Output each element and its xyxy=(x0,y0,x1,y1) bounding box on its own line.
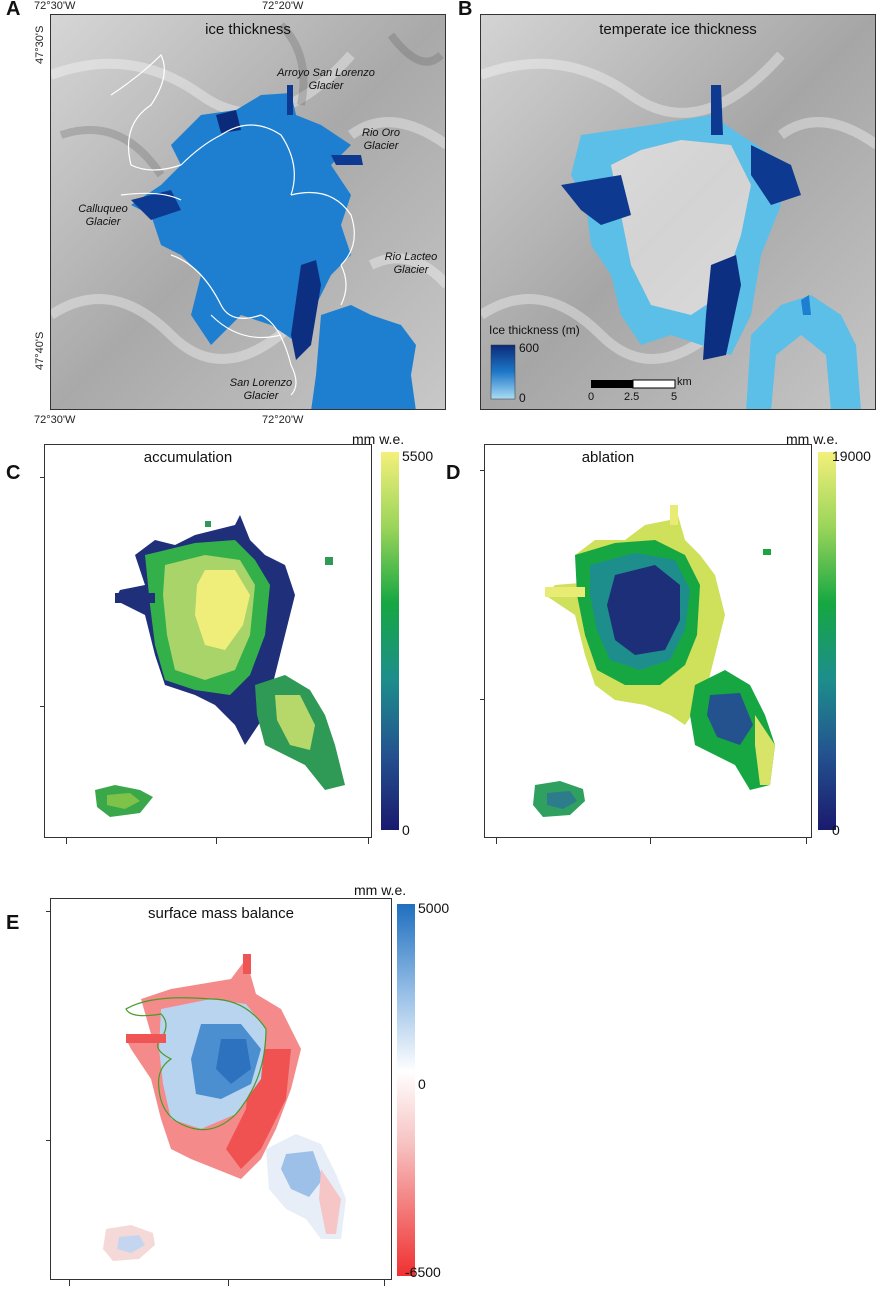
ice-dark-tongue-south xyxy=(291,260,321,360)
panel-letter-e: E xyxy=(6,912,20,934)
ice-thickness-svg xyxy=(51,15,445,409)
panel-c-title: accumulation xyxy=(143,449,233,466)
ice-dark-tongue-north xyxy=(216,110,241,133)
panel-c-unit: mm w.e. xyxy=(352,431,405,447)
panel-d-unit: mm w.e. xyxy=(786,431,839,447)
panel-letter-d: D xyxy=(446,462,461,484)
temperate-ice-svg xyxy=(481,15,875,409)
legend-bar xyxy=(490,344,516,400)
map-temperate-ice-thickness: temperate ice thickness Ice thickness (m… xyxy=(480,14,876,410)
legend-min-label: 0 xyxy=(519,391,526,405)
temperate-ice-dark-east xyxy=(751,145,801,205)
ice-east-lobe xyxy=(311,305,416,409)
scale-tick-0: 0 xyxy=(588,391,595,403)
map-ice-thickness: ice thickness Arroyo San Lorenzo Glacier … xyxy=(50,14,446,410)
map-surface-mass-balance: surface mass balance xyxy=(50,898,392,1280)
accumulation-cbar-max: 5500 xyxy=(402,448,434,464)
coord-label-left-bottom: 47°40'S xyxy=(34,331,46,370)
coord-label-top-left: 72°30'W xyxy=(34,0,76,12)
ice-dark-tongue-east xyxy=(331,155,363,165)
scale-bar-white xyxy=(632,379,676,389)
smb-equilibrium-line xyxy=(125,997,267,1131)
panel-letter-c: C xyxy=(6,462,21,484)
label-rio-oro: Rio Oro Glacier xyxy=(362,127,400,152)
accumulation-yellow-core xyxy=(195,570,250,650)
accumulation-colorbar xyxy=(381,452,399,830)
smb-cbar-min: -6500 xyxy=(405,1264,441,1280)
legend-max-label: 600 xyxy=(519,341,540,355)
ablation-cbar-max: 19000 xyxy=(832,448,871,464)
panel-d-title: ablation xyxy=(581,449,635,466)
ablation-svg xyxy=(533,505,775,817)
coord-label-bottom-left: 72°30'W xyxy=(34,414,76,426)
scale-tick-5: 5 xyxy=(671,391,678,403)
hillshade-ridges xyxy=(51,51,445,364)
ice-dark-tongue-west xyxy=(131,190,181,220)
panel-e-title: surface mass balance xyxy=(148,905,294,922)
panel-b-title: temperate ice thickness xyxy=(599,21,757,38)
panel-letter-b: B xyxy=(458,0,473,20)
panel-e-unit: mm w.e. xyxy=(354,882,407,898)
ablation-colorbar xyxy=(818,452,836,830)
temperate-ice-dark-north xyxy=(711,85,723,135)
smb-svg xyxy=(103,954,346,1261)
label-rio-lacteo: Rio Lacteo Glacier xyxy=(384,251,438,276)
legend-title: Ice thickness (m) xyxy=(489,323,580,337)
smb-cbar-mid: 0 xyxy=(418,1076,426,1092)
scale-unit-label: km xyxy=(677,376,692,388)
map-accumulation: accumulation xyxy=(44,444,372,838)
panel-a-title: ice thickness xyxy=(205,21,291,38)
panel-letter-a: A xyxy=(6,0,21,20)
smb-colorbar xyxy=(397,904,415,1276)
label-san-lorenzo: San Lorenzo Glacier xyxy=(229,377,293,402)
scale-bar-black xyxy=(591,380,633,388)
map-ablation: ablation xyxy=(484,444,812,838)
temperate-ice-dark-south xyxy=(703,255,741,360)
ablation-dark-core xyxy=(607,565,680,655)
accumulation-svg xyxy=(95,515,345,817)
smb-red-strong xyxy=(226,1049,291,1169)
temperate-ice-dark-west xyxy=(561,175,631,225)
temperate-ice-east-ring xyxy=(746,295,861,409)
label-arroyo-san-lorenzo: Arroyo San Lorenzo Glacier xyxy=(277,67,375,92)
accumulation-cbar-min: 0 xyxy=(402,822,410,838)
ablation-cbar-min: 0 xyxy=(832,822,840,838)
coord-label-left-top: 47°30'S xyxy=(34,25,46,64)
smb-cbar-max: 5000 xyxy=(418,900,450,916)
label-calluqueo: Calluqueo Glacier xyxy=(78,203,128,228)
coord-label-bottom-mid: 72°20'W xyxy=(262,414,304,426)
coord-label-top-mid: 72°20'W xyxy=(262,0,304,12)
scale-tick-2-5: 2.5 xyxy=(624,391,640,403)
glacier-outlines xyxy=(110,53,355,396)
ice-body xyxy=(131,93,351,345)
